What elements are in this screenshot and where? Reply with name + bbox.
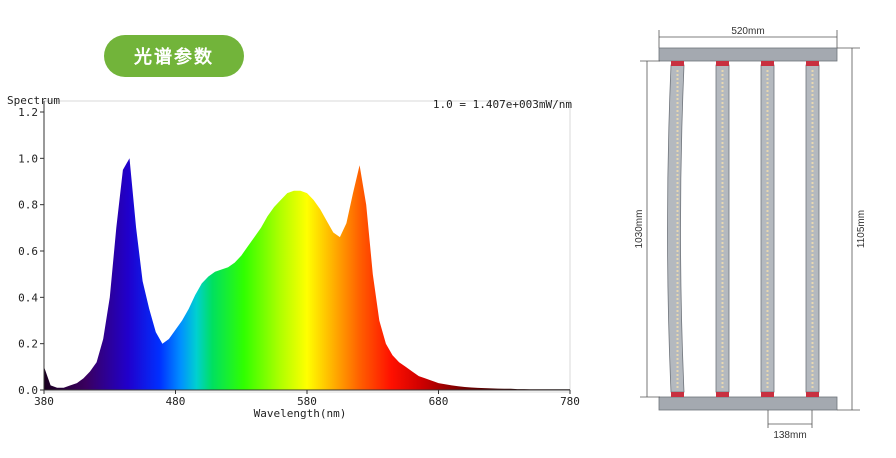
spectrum-chart: 380 480 580 680 780 0.0 0.2 0.4 0.6 0.8 1.0 1.2 Sp… xyxy=(7,94,580,420)
y-tick-label: 0.8 xyxy=(18,199,38,212)
light-bar xyxy=(760,61,775,397)
x-tick-label: 380 xyxy=(34,395,54,408)
x-tick-label: 680 xyxy=(429,395,449,408)
fixture-diagram: 520mm 1030mm 1105mm 138mm xyxy=(634,26,867,441)
chart-annotation: 1.0 = 1.407e+003mW/nm xyxy=(433,98,572,111)
x-tick-label: 480 xyxy=(166,395,186,408)
x-tick-label: 780 xyxy=(560,395,580,408)
bottom-rail xyxy=(658,396,838,411)
outer-height-label: 1105mm xyxy=(856,210,867,248)
y-tick-label: 1.2 xyxy=(18,106,38,119)
top-width-label: 520mm xyxy=(731,26,764,37)
x-tick-label: 580 xyxy=(297,395,317,408)
y-tick-label: 1.0 xyxy=(18,152,38,165)
y-tick-label: 0.6 xyxy=(18,245,38,258)
y-tick-label: 0.2 xyxy=(18,338,38,351)
light-bar xyxy=(805,61,820,397)
light-bar xyxy=(667,61,685,397)
x-axis-label: Wavelength(nm) xyxy=(254,407,347,420)
y-tick-label: 0.4 xyxy=(18,291,38,304)
y-tick-label: 0.0 xyxy=(18,384,38,397)
light-bar xyxy=(715,61,730,397)
chart-title: Spectrum xyxy=(7,94,60,107)
top-rail xyxy=(658,47,838,62)
section-badge: 光谱参数 xyxy=(104,35,244,77)
bar-spacing-label: 138mm xyxy=(773,430,806,441)
inner-height-label: 1030mm xyxy=(634,210,645,249)
spectrum-area xyxy=(44,158,570,390)
section-badge-label: 光谱参数 xyxy=(134,47,214,68)
